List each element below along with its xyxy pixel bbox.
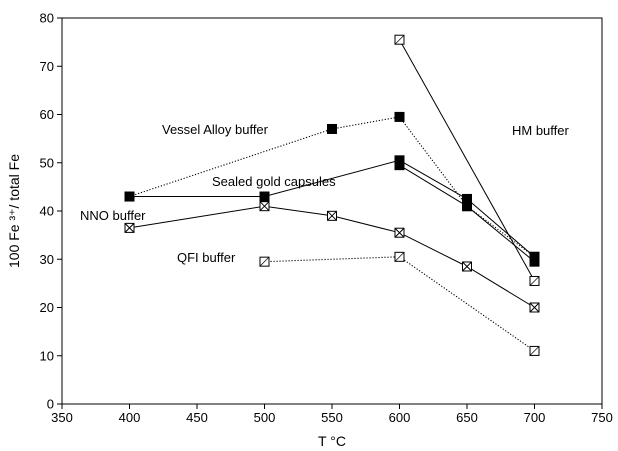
data-point-filled-square	[327, 123, 337, 134]
marker-slash	[529, 276, 540, 286]
data-point-open-square	[394, 34, 405, 45]
data-point-crossed-square	[124, 222, 135, 233]
x-axis-title: T °C	[318, 433, 346, 449]
y-tick-label: 80	[40, 11, 54, 26]
x-tick-label: 450	[186, 410, 208, 425]
x-tick-label: 650	[456, 410, 478, 425]
marker-cross	[462, 261, 472, 272]
x-tick-label: 400	[119, 410, 141, 425]
series	[129, 39, 535, 352]
annotation-vessel-alloy-buffer: Vessel Alloy buffer	[162, 122, 269, 137]
markers	[124, 34, 540, 356]
x-tick-label: 700	[524, 410, 546, 425]
x-tick-label: 750	[591, 410, 613, 425]
y-tick-label: 70	[40, 59, 54, 74]
y-tick-label: 20	[40, 300, 54, 315]
x-tick-label: 550	[321, 410, 343, 425]
marker-cross	[394, 227, 405, 238]
data-point-open-square	[529, 275, 540, 286]
annotation-hm-buffer: HM buffer	[512, 123, 570, 138]
marker-square	[259, 191, 270, 202]
series-line-5	[264, 256, 535, 352]
annotation-sealed-gold-capsules: Sealed gold capsules	[212, 174, 336, 189]
y-tick-label: 50	[40, 155, 54, 170]
data-point-crossed-square	[259, 201, 270, 212]
data-point-filled-square	[394, 111, 405, 122]
y-tick-label: 10	[40, 348, 54, 363]
data-point-open-square	[259, 256, 270, 267]
x-tick-label: 350	[51, 410, 73, 425]
data-point-open-square	[394, 251, 405, 262]
marker-cross	[529, 302, 540, 313]
data-point-open-square	[529, 345, 540, 356]
series-line-1	[399, 164, 535, 263]
ticks: 350 400 450 500 550 600 650 700 750 0 10 20 30 40 50 60…	[40, 11, 613, 426]
y-tick-label: 30	[40, 252, 54, 267]
marker-slash	[529, 346, 540, 356]
marker-slash	[394, 34, 405, 45]
marker-cross	[327, 210, 337, 221]
marker-cross	[124, 223, 135, 233]
data-point-crossed-square	[529, 302, 540, 313]
marker-square	[327, 123, 337, 134]
data-point-filled-square	[462, 201, 472, 212]
data-point-filled-square	[529, 251, 540, 262]
annotation-qfi-buffer: QFI buffer	[177, 250, 236, 265]
data-point-crossed-square	[394, 227, 405, 238]
x-tick-label: 600	[389, 410, 411, 425]
annotation-nno-buffer: NNO buffer	[80, 208, 146, 223]
marker-square	[462, 201, 472, 212]
data-point-crossed-square	[462, 261, 472, 272]
y-tick-label: 60	[40, 107, 54, 122]
marker-square	[529, 251, 540, 262]
data-point-crossed-square	[327, 210, 337, 221]
marker-square	[394, 160, 405, 171]
y-tick-label: 40	[40, 204, 54, 219]
marker-square	[394, 111, 405, 122]
series-line-3	[129, 205, 535, 308]
data-point-filled-square	[124, 191, 135, 202]
data-point-filled-square	[394, 160, 405, 171]
marker-cross	[259, 201, 270, 212]
series-line-4	[399, 39, 535, 282]
marker-slash	[259, 256, 270, 267]
y-tick-label: 0	[47, 397, 54, 412]
y-axis-title: 100 Fe ³⁺/ total Fe	[6, 154, 22, 268]
data-point-filled-square	[259, 191, 270, 202]
x-tick-label: 500	[254, 410, 276, 425]
marker-square	[124, 191, 135, 202]
labels: T °C 100 Fe ³⁺/ total Fe Vessel Alloy bu…	[6, 122, 570, 449]
marker-slash	[394, 252, 405, 262]
